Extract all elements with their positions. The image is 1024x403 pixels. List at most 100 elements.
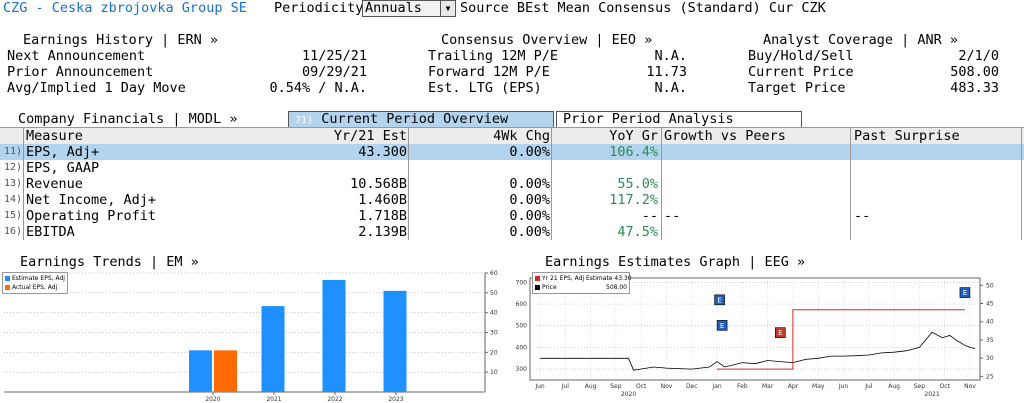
legend-actual-label: Actual EPS, Adj [12,284,58,291]
legend-estimate-line-label: Yr 21 EPS, Adj Estimate [542,275,613,282]
target-price-value: 483.33 [950,80,999,96]
x-tick-label: Dec [686,383,698,390]
swatch-price [535,285,540,290]
row-measure[interactable]: Net Income, Adj+ [26,192,157,208]
x-tick-label: Sep [914,383,926,390]
chevron-down-icon[interactable]: ▼ [440,1,455,16]
y-tick-label: 30 [490,330,498,337]
row-yoy-gr: 106.4% [609,144,658,160]
tab-current-period[interactable]: 71) Current Period Overview (Yr/21) [288,111,554,143]
right-tick-label: 25 [986,373,994,380]
col-4wk-chg[interactable]: 4Wk Chg [493,128,550,144]
table-row[interactable]: 13) Revenue 10.568B 0.00% 55.0% [0,176,1024,192]
analyst-coverage-title[interactable]: Analyst Coverage | ANR » [763,32,959,48]
graph-legend: Yr 21 EPS, Adj Estimate 43.30 Price 508.… [532,272,632,294]
prior-announcement-value: 09/29/21 [301,64,367,80]
earnings-marker-icon [959,287,971,298]
earnings-trends-title[interactable]: Earnings Trends | EM » [20,254,199,270]
x-tick-label: Oct [636,383,647,390]
earnings-history-title[interactable]: Earnings History | ERN » [23,32,219,48]
x-tick-label: Feb [737,383,748,390]
x-tick-label: Jan [711,383,721,390]
periodicity-select[interactable]: Annuals ▼ [362,0,456,17]
earnings-estimates-chart: 300 400 500 600 700 25 30 35 40 45 50 Jun Jul Aug Sep O… [516,277,994,398]
right-tick-label: 40 [986,319,994,326]
table-row[interactable]: 15) Operating Profit 1.718B 0.00% -- -- … [0,208,1024,224]
column-divider [850,127,851,240]
right-tick-label: 35 [986,337,994,344]
est-ltg-value: N.A. [654,80,687,96]
consensus-title[interactable]: Consensus Overview | EEO » [441,32,653,48]
legend-estimate-line-value: 43.30 [614,275,632,282]
bar [261,306,285,392]
earnings-trends-chart: 10 20 30 40 50 60 2020 2021 2022 2023 [4,270,498,403]
company-financials-title[interactable]: Company Financials | MODL » [18,111,238,127]
row-measure[interactable]: EBITDA [26,224,75,240]
x-tick-label: Mar [762,383,774,390]
table-row[interactable]: 14) Net Income, Adj+ 1.460B 0.00% 117.2% [0,192,1024,208]
col-yoy-gr[interactable]: YoY Gr [609,128,658,144]
year-label: 2020 [621,391,636,398]
row-number: 13) [4,178,23,189]
x-tick-label: Jul [864,383,873,390]
table-header: Measure Yr/21 Est 4Wk Chg YoY Gr Growth … [0,127,1024,145]
column-divider [408,127,409,240]
left-tick-label: 500 [516,323,528,330]
legend-actual: Actual EPS, Adj [5,283,65,292]
table-row[interactable]: 11) EPS, Adj+ 43.300 0.00% 106.4% [0,144,1024,160]
periodicity-label: Periodicity [274,0,364,16]
row-measure[interactable]: Operating Profit [26,208,157,224]
plot-frame [529,277,981,381]
prior-announcement-label: Prior Announcement [7,64,154,80]
x-tick-label: Jun [838,383,849,390]
swatch-estimate-line [535,276,540,281]
row-estimate: 1.460B [358,192,407,208]
row-measure[interactable]: EPS, GAAP [26,160,100,176]
bar [322,279,346,392]
row-measure[interactable]: Revenue [26,176,83,192]
col-growth-vs-peers[interactable]: Growth vs Peers [664,128,786,144]
x-tick-label: Aug [888,383,900,390]
row-measure[interactable]: EPS, Adj+ [26,144,100,160]
y-tick-label: 40 [490,310,498,317]
avg-move-value: 0.54% / N.A. [269,80,367,96]
row-growth-vs-peers: -- [664,208,681,224]
legend-price: Price 508.00 [535,283,627,292]
earnings-marker-label: E [778,329,782,337]
trends-legend: Estimate EPS, Adj Actual EPS, Adj [2,272,68,294]
x-tick-label: 2020 [205,396,220,403]
legend-estimate: Estimate EPS, Adj [5,274,65,283]
earnings-graph-title[interactable]: Earnings Estimates Graph | EEG » [545,254,806,270]
current-price-label: Current Price [748,64,854,80]
y-tick-label: 10 [490,369,498,376]
trailing-pe-value: N.A. [654,48,687,64]
estimate-line [717,309,965,370]
price-line [540,331,976,371]
table-row[interactable]: 12) EPS, GAAP [0,160,1024,176]
tab-prior-period[interactable]: Prior Period Analysis (Yr/20) [556,111,802,142]
buy-hold-sell-label: Buy/Hold/Sell [748,48,854,64]
right-tick-label: 45 [986,301,994,308]
source-text: Source BEst Mean Consensus (Standard) Cu… [460,0,826,16]
row-number: 11) [4,146,23,157]
y-tick-label: 50 [490,290,498,297]
col-past-surprise[interactable]: Past Surprise [854,128,960,144]
row-yoy-gr: 117.2% [609,192,658,208]
swatch-actual [5,285,10,290]
forward-pe-label: Forward 12M P/E [428,64,550,80]
est-ltg-label: Est. LTG (EPS) [428,80,542,96]
tab-current-number: 71) [295,115,314,126]
x-tick-label: Apr [788,383,799,390]
ticker-name[interactable]: CZG - Ceska zbrojovka Group SE [3,0,247,16]
avg-move-label: Avg/Implied 1 Day Move [7,80,186,96]
legend-price-label: Price [542,284,557,291]
row-4wk-chg: 0.00% [509,224,550,240]
table-row[interactable]: 16) EBITDA 2.139B 0.00% 47.5% [0,224,1024,240]
buy-hold-sell-value: 2/1/0 [958,48,999,64]
x-tick-label: Nov [964,383,976,390]
legend-estimate-line: Yr 21 EPS, Adj Estimate 43.30 [535,274,632,283]
trailing-pe-label: Trailing 12M P/E [428,48,559,64]
row-4wk-chg: 0.00% [509,144,550,160]
col-estimate[interactable]: Yr/21 Est [333,128,407,144]
col-measure[interactable]: Measure [26,128,83,144]
